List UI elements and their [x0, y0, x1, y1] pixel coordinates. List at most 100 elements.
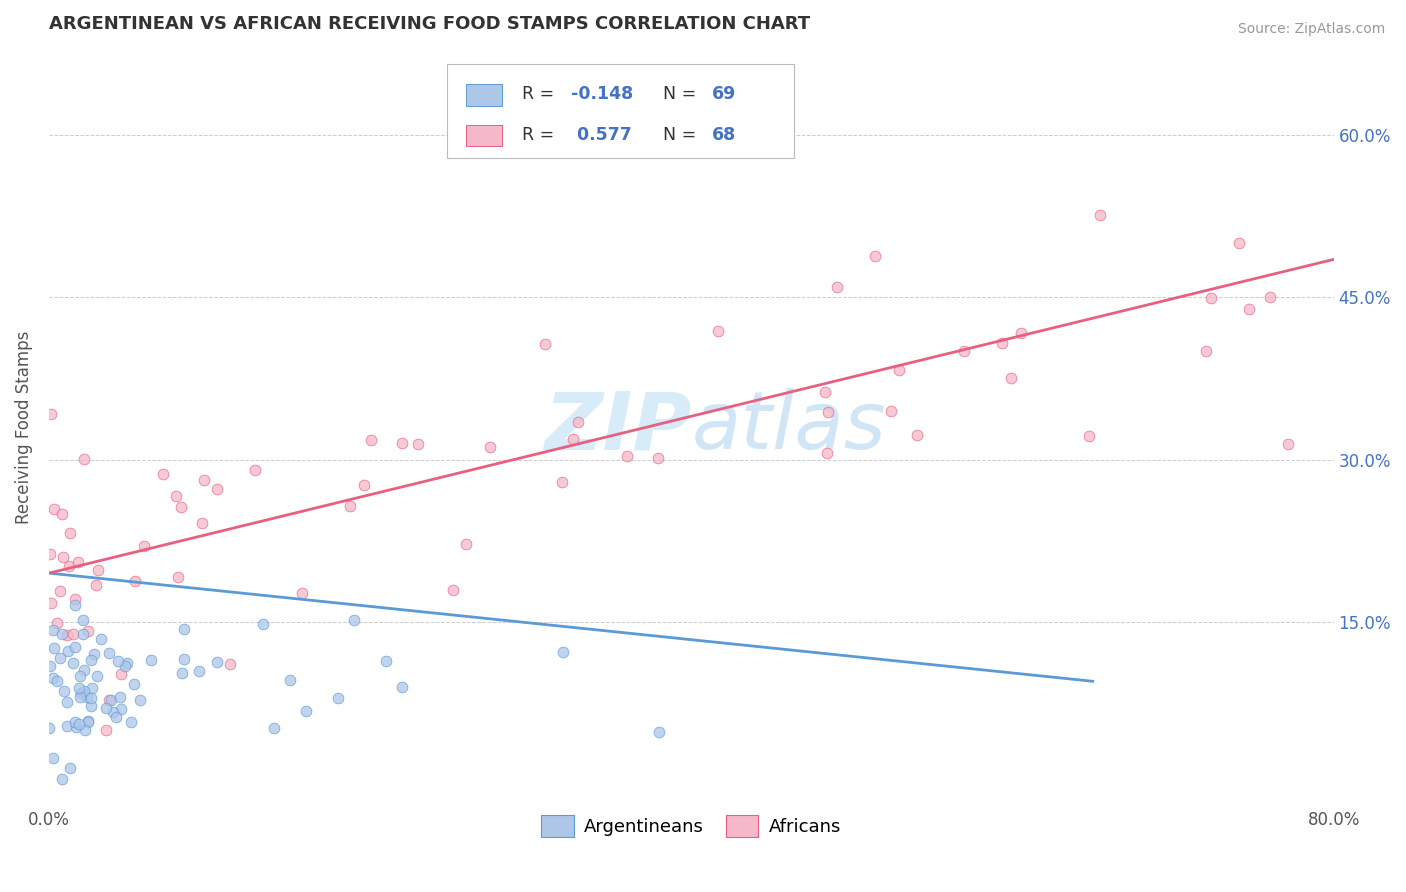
Point: [69, 690, 91, 705]
Point: [55, 719, 77, 733]
Point: [114, 658, 136, 673]
Bar: [467, 125, 502, 146]
Point: [63, 591, 86, 606]
Point: [115, 656, 138, 670]
Point: [167, 570, 190, 584]
Point: [817, 446, 839, 460]
Point: [90, 632, 112, 647]
Text: 68: 68: [711, 126, 737, 144]
Legend: Argentineans, Africans: Argentineans, Africans: [531, 805, 851, 846]
Point: [141, 653, 163, 667]
Point: [375, 654, 398, 668]
Point: [77, 714, 100, 729]
Point: [706, 324, 728, 338]
Point: [63, 640, 86, 654]
Point: [42, 623, 65, 637]
Text: N =: N =: [664, 126, 702, 144]
Point: [647, 451, 669, 466]
Point: [343, 613, 366, 627]
Point: [122, 677, 145, 691]
Point: [252, 617, 274, 632]
Point: [72, 684, 94, 698]
Point: [1237, 301, 1260, 316]
Point: [56, 695, 79, 709]
Text: ARGENTINEAN VS AFRICAN RECEIVING FOOD STAMPS CORRELATION CHART: ARGENTINEAN VS AFRICAN RECEIVING FOOD ST…: [49, 15, 810, 33]
Point: [172, 665, 194, 680]
Text: R =: R =: [522, 126, 560, 144]
Point: [173, 652, 195, 666]
Point: [110, 690, 132, 705]
Point: [67, 681, 90, 695]
Point: [814, 384, 837, 399]
Point: [39, 659, 62, 673]
Point: [173, 622, 195, 636]
Point: [152, 467, 174, 481]
Y-axis label: Receiving Food Stamps: Receiving Food Stamps: [15, 330, 32, 524]
Point: [51, 627, 73, 641]
Point: [616, 449, 638, 463]
Point: [67, 716, 90, 731]
Point: [193, 473, 215, 487]
Point: [129, 693, 152, 707]
Point: [72, 613, 94, 627]
Point: [62, 626, 84, 640]
Point: [87, 563, 110, 577]
Point: [1000, 371, 1022, 385]
Point: [120, 715, 142, 730]
Point: [880, 404, 903, 418]
Point: [887, 363, 910, 377]
Point: [73, 663, 96, 677]
Point: [51, 507, 73, 521]
Point: [38, 547, 60, 561]
Point: [295, 704, 318, 718]
Point: [263, 721, 285, 735]
Point: [72, 627, 94, 641]
Point: [79, 691, 101, 706]
Point: [96, 723, 118, 737]
Point: [63, 714, 86, 729]
Point: [83, 648, 105, 662]
Point: [865, 249, 887, 263]
Point: [59, 526, 82, 541]
Point: [567, 416, 589, 430]
Point: [49, 584, 72, 599]
Point: [406, 437, 429, 451]
Point: [104, 709, 127, 723]
Point: [73, 451, 96, 466]
Point: [39, 407, 62, 421]
Point: [132, 539, 155, 553]
Point: [52, 549, 75, 564]
Point: [42, 751, 65, 765]
Point: [58, 559, 80, 574]
Point: [44, 640, 66, 655]
Point: [49, 651, 72, 665]
Point: [94, 701, 117, 715]
Point: [66, 555, 89, 569]
Point: [62, 656, 84, 670]
Point: [648, 725, 671, 739]
Point: [991, 335, 1014, 350]
Point: [86, 669, 108, 683]
Point: [124, 574, 146, 588]
Point: [441, 582, 464, 597]
Point: [80, 653, 103, 667]
Text: 69: 69: [711, 85, 737, 103]
Point: [391, 680, 413, 694]
Point: [278, 673, 301, 687]
Point: [75, 723, 97, 738]
Point: [1260, 290, 1282, 304]
Text: Source: ZipAtlas.com: Source: ZipAtlas.com: [1237, 22, 1385, 37]
Point: [170, 500, 193, 515]
Bar: [467, 85, 502, 105]
Point: [79, 699, 101, 714]
Point: [65, 720, 87, 734]
Point: [77, 714, 100, 728]
FancyBboxPatch shape: [447, 63, 794, 158]
Point: [1010, 326, 1032, 341]
Point: [243, 463, 266, 477]
Point: [188, 664, 211, 678]
Point: [1088, 208, 1111, 222]
Point: [42, 671, 65, 685]
Text: ZIP: ZIP: [544, 388, 692, 467]
Point: [290, 585, 312, 599]
